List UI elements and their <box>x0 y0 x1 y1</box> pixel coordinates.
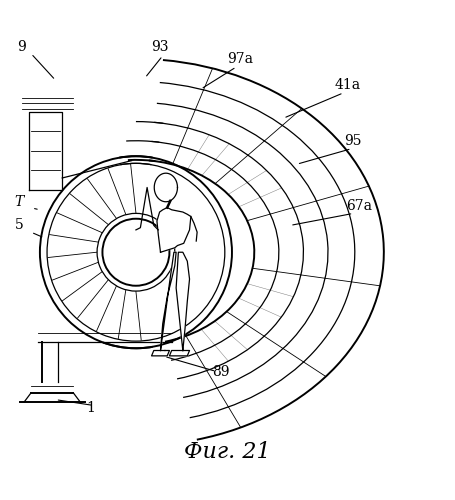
Text: 89: 89 <box>212 365 229 379</box>
Text: 5: 5 <box>15 218 24 232</box>
Text: 1: 1 <box>87 400 96 414</box>
Polygon shape <box>169 350 190 356</box>
Polygon shape <box>176 252 190 350</box>
Text: 95: 95 <box>344 134 361 148</box>
Polygon shape <box>161 252 176 350</box>
Text: 97a: 97a <box>228 52 253 66</box>
Text: Фиг. 21: Фиг. 21 <box>184 441 271 463</box>
Polygon shape <box>154 173 177 202</box>
Polygon shape <box>157 208 191 252</box>
Polygon shape <box>152 350 169 356</box>
Text: 67a: 67a <box>346 199 372 213</box>
Text: 93: 93 <box>152 40 169 54</box>
Text: T: T <box>14 195 23 209</box>
Text: 41a: 41a <box>335 78 361 92</box>
Text: 9: 9 <box>18 40 26 54</box>
